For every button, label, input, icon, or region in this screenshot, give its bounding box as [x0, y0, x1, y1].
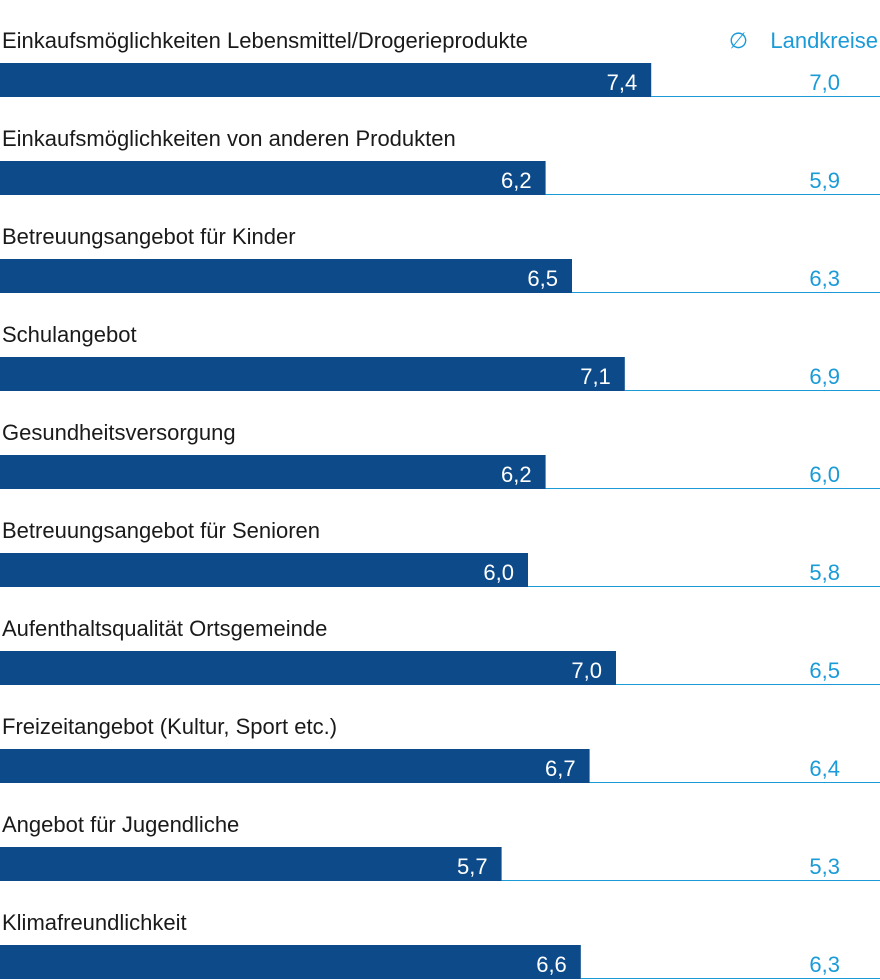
bar-row: Freizeitangebot (Kultur, Sport etc.) 6,7 6…	[0, 714, 880, 783]
bar-row: Angebot für Jugendliche 5,7 5,3	[0, 812, 880, 881]
category-label: Aufenthaltsqualität Ortsgemeinde	[2, 616, 327, 641]
category-label: Klimafreundlichkeit	[2, 910, 187, 935]
average-value-label: 6,3	[809, 266, 840, 291]
bar	[0, 455, 546, 489]
category-label: Einkaufsmöglichkeiten Lebensmittel/Droge…	[2, 28, 528, 53]
category-label: Freizeitangebot (Kultur, Sport etc.)	[2, 714, 337, 739]
chart-legend: ∅ Landkreise	[729, 28, 878, 53]
category-label: Schulangebot	[2, 322, 137, 347]
bar-value-label: 6,0	[483, 560, 514, 585]
bar-value-label: 5,7	[457, 854, 488, 879]
bar	[0, 357, 625, 391]
bar-value-label: 6,5	[527, 266, 558, 291]
category-label: Gesundheitsversorgung	[2, 420, 236, 445]
legend-average-symbol-icon: ∅	[729, 28, 748, 53]
bar-row: Schulangebot 7,1 6,9	[0, 322, 880, 391]
bar-value-label: 6,2	[501, 168, 532, 193]
bar-row: Betreuungsangebot für Kinder 6,5 6,3	[0, 224, 880, 293]
bar-value-label: 7,1	[580, 364, 611, 389]
bar-value-label: 6,7	[545, 756, 576, 781]
average-value-label: 7,0	[809, 70, 840, 95]
bar-row: Einkaufsmöglichkeiten von anderen Produk…	[0, 126, 880, 195]
average-value-label: 6,4	[809, 756, 840, 781]
chart-rows: Einkaufsmöglichkeiten Lebensmittel/Droge…	[0, 28, 880, 979]
bar	[0, 651, 616, 685]
average-value-label: 6,3	[809, 952, 840, 977]
bar-row: Einkaufsmöglichkeiten Lebensmittel/Droge…	[0, 28, 880, 97]
average-value-label: 6,0	[809, 462, 840, 487]
bar	[0, 847, 502, 881]
bar	[0, 161, 546, 195]
category-label: Betreuungsangebot für Kinder	[2, 224, 296, 249]
legend-landkreise-label: Landkreise	[770, 28, 878, 53]
category-label: Einkaufsmöglichkeiten von anderen Produk…	[2, 126, 456, 151]
average-value-label: 6,5	[809, 658, 840, 683]
average-value-label: 6,9	[809, 364, 840, 389]
bar-row: Betreuungsangebot für Senioren 6,0 5,8	[0, 518, 880, 587]
bar	[0, 259, 572, 293]
average-value-label: 5,8	[809, 560, 840, 585]
bar-value-label: 6,6	[536, 952, 567, 977]
bar	[0, 945, 581, 979]
average-value-label: 5,3	[809, 854, 840, 879]
bar-row: Gesundheitsversorgung 6,2 6,0	[0, 420, 880, 489]
bar-row: Aufenthaltsqualität Ortsgemeinde 7,0 6,5	[0, 616, 880, 685]
average-value-label: 5,9	[809, 168, 840, 193]
bar-row: Klimafreundlichkeit 6,6 6,3	[0, 910, 880, 979]
bar	[0, 749, 590, 783]
bar	[0, 553, 528, 587]
category-label: Angebot für Jugendliche	[2, 812, 239, 837]
category-label: Betreuungsangebot für Senioren	[2, 518, 320, 543]
bar-value-label: 6,2	[501, 462, 532, 487]
bar-value-label: 7,0	[571, 658, 602, 683]
bar-value-label: 7,4	[607, 70, 638, 95]
bar	[0, 63, 652, 97]
